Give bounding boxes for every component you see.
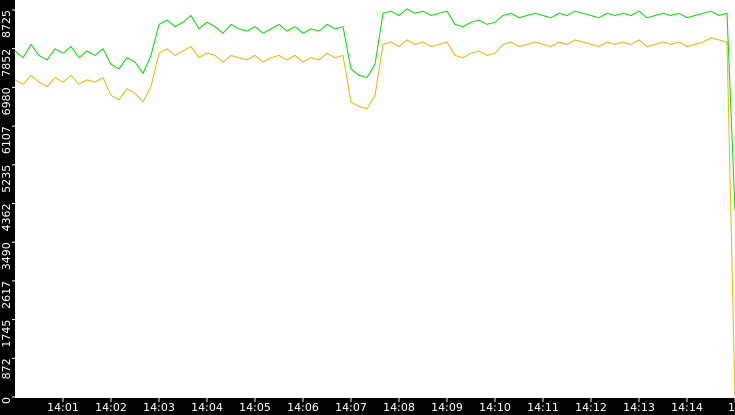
y-tick-label: 6107 — [0, 126, 13, 154]
y-tick-label: 3490 — [0, 242, 13, 270]
x-tick-label: 14:03 — [143, 401, 175, 414]
x-tick-label: 14:02 — [95, 401, 127, 414]
x-tick-label: 14:01 — [47, 401, 79, 414]
y-tick-label: 0 — [0, 397, 13, 404]
y-tick-label: 4362 — [0, 204, 13, 232]
y-tick-label: 872 — [0, 358, 13, 379]
x-tick-label: 14 — [728, 401, 735, 414]
line-series — [14, 37, 735, 398]
y-tick-label: 6980 — [0, 87, 13, 115]
line-series — [14, 8, 735, 211]
y-tick-label: 5235 — [0, 165, 13, 193]
x-tick-label: 14:10 — [479, 401, 511, 414]
x-tick-label: 14:09 — [431, 401, 463, 414]
x-tick-label: 14:04 — [191, 401, 223, 414]
x-tick-label: 14:14 — [671, 401, 703, 414]
x-tick-label: 14:07 — [335, 401, 367, 414]
y-axis-strip — [0, 0, 15, 415]
y-tick-label: 7852 — [0, 49, 13, 77]
x-tick-label: 14:12 — [575, 401, 607, 414]
x-tick-label: 14:05 — [239, 401, 271, 414]
y-tick-label: 1745 — [0, 320, 13, 348]
y-tick-label: 8725 — [0, 10, 13, 38]
x-tick-label: 14:11 — [527, 401, 559, 414]
x-tick-label: 14:13 — [623, 401, 655, 414]
y-tick-label: 2617 — [0, 281, 13, 309]
x-axis-strip — [0, 398, 735, 415]
x-tick-label: 14:06 — [287, 401, 319, 414]
x-tick-label: 14:08 — [383, 401, 415, 414]
